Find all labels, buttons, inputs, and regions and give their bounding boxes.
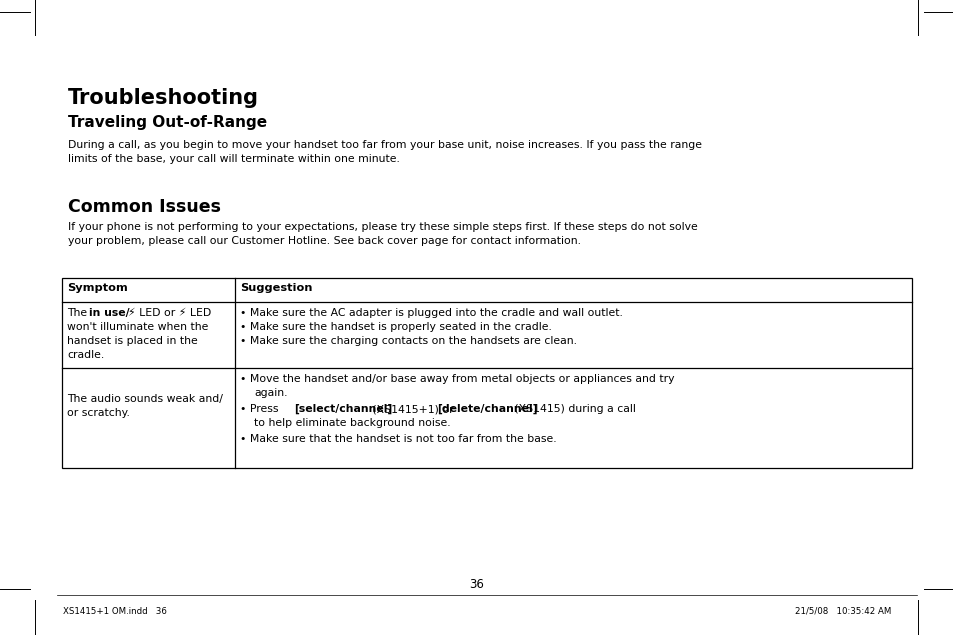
Text: The audio sounds weak and/: The audio sounds weak and/ [67,394,223,404]
Text: [select/channel]: [select/channel] [294,404,392,414]
Text: limits of the base, your call will terminate within one minute.: limits of the base, your call will termi… [68,154,399,164]
Text: Suggestion: Suggestion [240,283,313,293]
Text: (XS1415+1) or: (XS1415+1) or [369,404,456,414]
Bar [62,278,911,468]
Text: • Press: • Press [240,404,285,414]
Text: Common Issues: Common Issues [68,198,221,216]
Text: • Move the handset and/or base away from metal objects or appliances and try: • Move the handset and/or base away from… [240,374,674,384]
Text: or scratchy.: or scratchy. [67,408,130,418]
Text: If your phone is not performing to your expectations, please try these simple st: If your phone is not performing to your … [68,222,697,232]
Text: • Make sure the AC adapter is plugged into the cradle and wall outlet.: • Make sure the AC adapter is plugged in… [240,308,622,318]
Text: The: The [67,308,91,318]
Text: your problem, please call our Customer Hotline. See back cover page for contact : your problem, please call our Customer H… [68,236,580,246]
Text: to help eliminate background noise.: to help eliminate background noise. [253,418,450,428]
Text: cradle.: cradle. [67,350,104,360]
Text: in use/: in use/ [89,308,130,318]
Text: 36: 36 [469,578,484,591]
Text: During a call, as you begin to move your handset too far from your base unit, no: During a call, as you begin to move your… [68,140,701,150]
Text: ⚡ LED or ⚡ LED: ⚡ LED or ⚡ LED [128,308,211,318]
Text: XS1415+1 OM.indd   36: XS1415+1 OM.indd 36 [63,607,167,616]
Text: Traveling Out-of-Range: Traveling Out-of-Range [68,115,267,130]
Text: • Make sure the handset is properly seated in the cradle.: • Make sure the handset is properly seat… [240,322,551,332]
Text: again.: again. [253,388,287,398]
Text: handset is placed in the: handset is placed in the [67,336,197,346]
Text: (XS1415) during a call: (XS1415) during a call [511,404,636,414]
Text: Symptom: Symptom [67,283,128,293]
Text: 21/5/08   10:35:42 AM: 21/5/08 10:35:42 AM [794,607,890,616]
Text: Troubleshooting: Troubleshooting [68,88,258,108]
Text: • Make sure the charging contacts on the handsets are clean.: • Make sure the charging contacts on the… [240,336,577,346]
Text: won't illuminate when the: won't illuminate when the [67,322,208,332]
Text: [delete/channel]: [delete/channel] [436,404,537,414]
Text: • Make sure that the handset is not too far from the base.: • Make sure that the handset is not too … [240,434,556,444]
